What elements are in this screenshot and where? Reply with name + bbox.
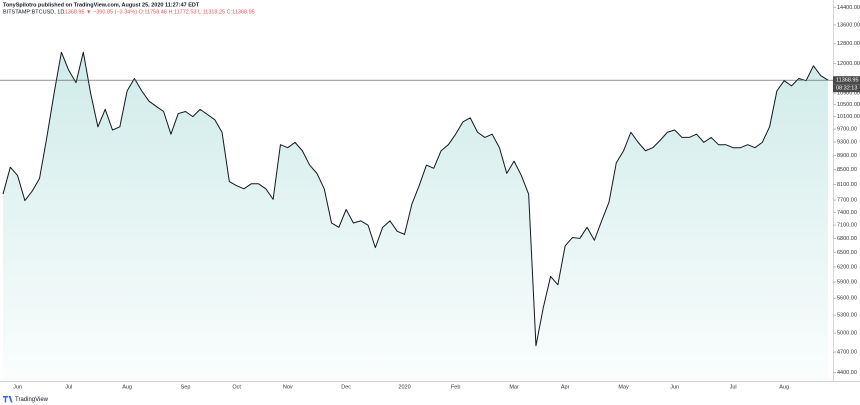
- x-tick-label: Nov: [283, 384, 293, 390]
- x-tick-label: Jul: [730, 384, 737, 390]
- y-tick-label: 5600.00: [837, 296, 857, 302]
- y-tick-label: 8900.00: [837, 153, 857, 159]
- y-tick-label: 5900.00: [837, 280, 857, 286]
- y-tick-label: 5000.00: [837, 331, 857, 337]
- y-tick-label: 7700.00: [837, 198, 857, 204]
- y-tick-label: 9700.00: [837, 127, 857, 133]
- header-title: TonySpilotro published on TradingView.co…: [3, 2, 200, 8]
- y-tick-label: 8100.00: [837, 182, 857, 188]
- y-tick-label: 6500.00: [837, 250, 857, 256]
- y-tick-label: 6800.00: [837, 236, 857, 242]
- x-tick-label: Feb: [451, 384, 460, 390]
- x-tick-label: Jun: [13, 384, 22, 390]
- x-tick-label: Apr: [561, 384, 570, 390]
- y-tick-label: 4400.00: [837, 370, 857, 376]
- y-tick-label: 5300.00: [837, 313, 857, 319]
- x-tick-label: Sep: [181, 384, 191, 390]
- y-tick-label: 10100.00: [837, 114, 860, 120]
- countdown-box: [833, 84, 860, 93]
- y-tick-label: 6200.00: [837, 264, 857, 270]
- price-label-box: [833, 76, 860, 85]
- logo-icon: [2, 396, 13, 403]
- watermark-text: TradingView: [15, 397, 49, 403]
- countdown: 08:32:13: [836, 86, 857, 92]
- x-tick-label: Mar: [509, 384, 519, 390]
- x-tick-label: Oct: [232, 384, 241, 390]
- x-tick-label: Aug: [122, 384, 132, 390]
- y-tick-label: 7400.00: [837, 210, 857, 216]
- y-tick-label: 12800.00: [837, 41, 860, 47]
- y-tick-label: 7100.00: [837, 223, 857, 229]
- y-tick-label: 9300.00: [837, 139, 857, 145]
- y-tick-label: 12000.00: [837, 61, 860, 67]
- y-tick-label: 13600.00: [837, 22, 860, 28]
- price-line: [2, 51, 829, 347]
- x-tick-label: Dec: [341, 384, 351, 390]
- x-tick-label: May: [618, 384, 629, 390]
- y-tick-label: 10500.00: [837, 102, 860, 108]
- y-tick-label: 8500.00: [837, 167, 857, 173]
- watermark: TradingView: [2, 396, 49, 403]
- area-fill: [3, 52, 828, 381]
- x-tick-label: Jun: [670, 384, 679, 390]
- x-tick-label: Jul: [65, 384, 72, 390]
- x-tick-label: 2020: [398, 384, 410, 390]
- y-tick-label: 10900.00: [837, 91, 860, 97]
- header-symbol: BITSTAMP:BTCUSD, 1D: [3, 9, 64, 15]
- y-tick-label: 4700.00: [837, 350, 857, 356]
- header-quote: 11368.95 ▼ −390.85 (−3.34%) O:11758.46 H…: [62, 9, 255, 15]
- y-tick-label: 14400.00: [837, 5, 860, 11]
- x-tick-label: Aug: [779, 384, 789, 390]
- price-label: 11368.95: [836, 78, 859, 84]
